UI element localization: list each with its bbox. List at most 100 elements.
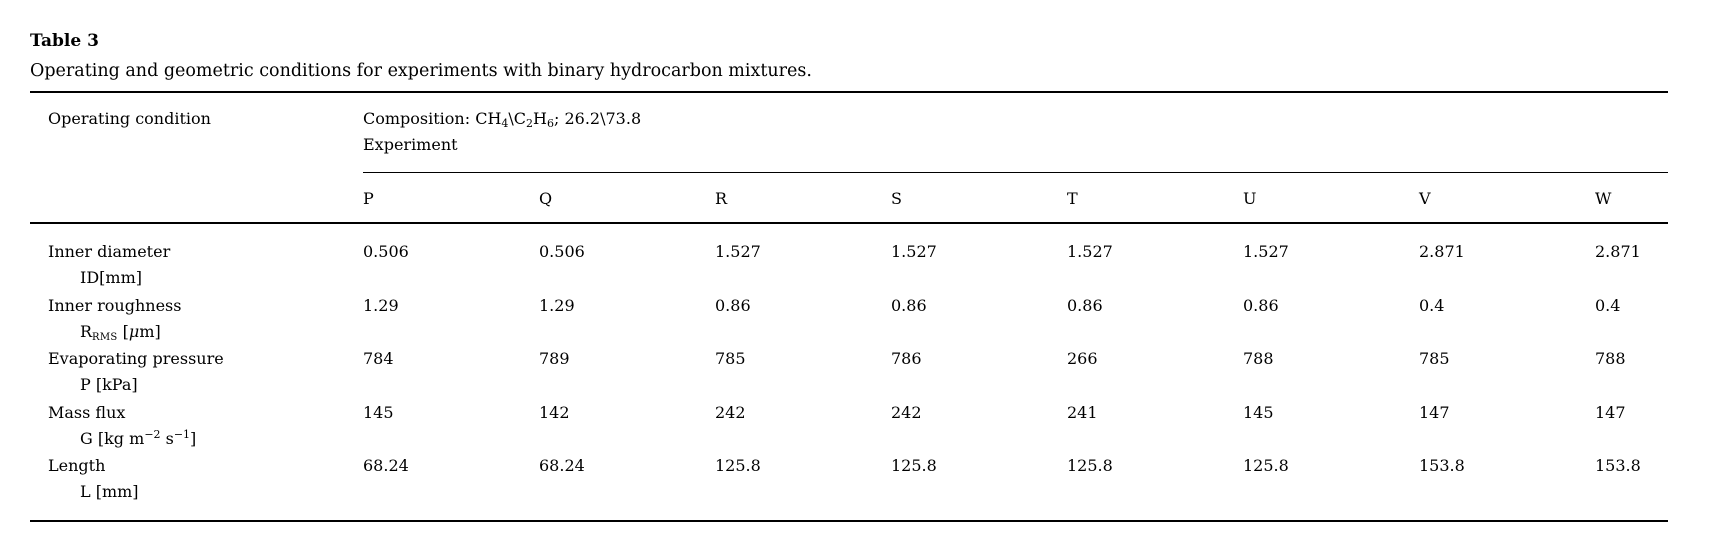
cell-value: 785 <box>1419 349 1450 368</box>
col-header-operating-condition: Operating condition <box>48 109 211 128</box>
composition-text: Composition: CH <box>363 109 502 128</box>
composition-line: Composition: CH4\C2H6; 26.2\73.8 <box>363 106 1668 132</box>
composition-subscript: 2 <box>526 117 534 130</box>
row-label: Inner diameter <box>48 242 171 261</box>
col-header-experiment-p: P <box>363 189 374 208</box>
cell-value: 1.29 <box>539 295 575 315</box>
col-header-experiment-u: U <box>1243 189 1257 208</box>
cell-value: 0.506 <box>539 242 585 261</box>
rule-experiment-span <box>363 172 1668 173</box>
rule-bottom <box>30 520 1668 522</box>
row-header: Inner roughness RRMS [μm] <box>30 293 345 345</box>
table-row-mass-flux: Mass flux G [kg m−2 s−1] 145 142 242 242… <box>30 400 1668 452</box>
cell-value: 266 <box>1067 349 1098 368</box>
unit-superscript: −2 <box>144 427 161 441</box>
table-3-container: Table 3 Operating and geometric conditio… <box>30 0 1668 522</box>
cell-value: 125.8 <box>715 456 761 475</box>
cell-value: 0.86 <box>715 295 751 315</box>
col-header-experiment-q: Q <box>539 189 553 208</box>
cell-value: 68.24 <box>363 456 409 475</box>
row-unit: G [kg m−2 s−1] <box>48 426 345 452</box>
col-header-experiment-v: V <box>1419 189 1431 208</box>
cell-value: 0.86 <box>891 295 927 315</box>
col-header-experiment-r: R <box>715 189 728 208</box>
composition-subscript: 4 <box>501 117 509 130</box>
cell-value: 153.8 <box>1419 456 1465 475</box>
col-header-composition-group: Composition: CH4\C2H6; 26.2\73.8 Experim… <box>345 106 1668 158</box>
cell-value: 68.24 <box>539 456 585 475</box>
row-header: Length L [mm] <box>30 453 345 505</box>
cell-value: 0.86 <box>1067 295 1103 315</box>
unit-text: [ <box>117 321 129 341</box>
unit-text: R <box>80 321 93 341</box>
cell-value: 147 <box>1419 402 1450 422</box>
table-caption: Operating and geometric conditions for e… <box>30 61 812 81</box>
row-header: Inner diameter ID[mm] <box>30 239 345 291</box>
row-header: Evaporating pressure P [kPa] <box>30 346 345 398</box>
row-label: Mass flux <box>48 402 126 422</box>
cell-value: 0.4 <box>1419 295 1445 315</box>
cell-value: 242 <box>715 402 746 422</box>
composition-text: H <box>533 109 547 128</box>
rule-top <box>30 91 1668 93</box>
experiment-columns-row: P Q R S T U V W <box>30 186 1668 212</box>
composition-subscript: 6 <box>547 117 554 130</box>
col-header-experiment-w: W <box>1595 189 1612 208</box>
cell-value: 1.29 <box>363 295 399 315</box>
composition-text: \C <box>508 109 527 128</box>
table-title: Table 3 <box>30 31 99 51</box>
table-row-evaporating-pressure: Evaporating pressure P [kPa] 784 789 785… <box>30 346 1668 398</box>
unit-mu-symbol: μ <box>128 321 140 341</box>
cell-value: 147 <box>1595 402 1626 422</box>
header-group-row: Operating condition Composition: CH4\C2H… <box>30 93 1668 158</box>
row-unit: L [mm] <box>80 482 139 501</box>
spacer-cell <box>30 186 345 212</box>
cell-value: 0.506 <box>363 242 409 261</box>
composition-text: ; 26.2\73.8 <box>554 109 642 128</box>
row-unit: P [kPa] <box>80 375 138 394</box>
cell-value: 241 <box>1067 402 1098 422</box>
unit-text: m] <box>139 321 161 341</box>
cell-value: 788 <box>1243 349 1274 368</box>
cell-value: 142 <box>539 402 570 422</box>
cell-value: 125.8 <box>891 456 937 475</box>
cell-value: 2.871 <box>1419 242 1465 261</box>
cell-value: 153.8 <box>1595 456 1641 475</box>
col-header-experiment-t: T <box>1067 189 1078 208</box>
cell-value: 145 <box>363 402 394 422</box>
row-unit: ID[mm] <box>80 268 142 287</box>
cell-value: 788 <box>1595 349 1626 368</box>
row-label: Evaporating pressure <box>48 349 224 368</box>
unit-superscript: −1 <box>173 427 191 441</box>
row-label: Length <box>48 456 106 475</box>
table-row-inner-diameter: Inner diameter ID[mm] 0.506 0.506 1.527 … <box>30 239 1668 291</box>
experiment-label: Experiment <box>363 135 458 154</box>
unit-text: ] <box>190 428 197 448</box>
cell-value: 1.527 <box>1243 242 1289 261</box>
cell-value: 242 <box>891 402 922 422</box>
table-row-inner-roughness: Inner roughness RRMS [μm] 1.29 1.29 0.86… <box>30 293 1668 345</box>
cell-value: 784 <box>363 349 394 368</box>
row-header: Mass flux G [kg m−2 s−1] <box>30 400 345 452</box>
cell-value: 145 <box>1243 402 1274 422</box>
cell-value: 0.4 <box>1595 295 1621 315</box>
cell-value: 1.527 <box>715 242 761 261</box>
cell-value: 2.871 <box>1595 242 1641 261</box>
unit-text: s <box>160 428 174 448</box>
cell-value: 786 <box>891 349 922 368</box>
unit-subscript: RMS <box>92 331 118 343</box>
row-label: Inner roughness <box>48 295 182 315</box>
cell-value: 789 <box>539 349 570 368</box>
cell-value: 125.8 <box>1067 456 1113 475</box>
col-header-experiment-s: S <box>891 189 902 208</box>
cell-value: 1.527 <box>1067 242 1113 261</box>
cell-value: 1.527 <box>891 242 937 261</box>
rule-header-bottom <box>30 222 1668 224</box>
table-body: Inner diameter ID[mm] 0.506 0.506 1.527 … <box>30 224 1668 505</box>
unit-text: G [kg m <box>80 428 145 448</box>
table-row-length: Length L [mm] 68.24 68.24 125.8 125.8 12… <box>30 453 1668 505</box>
row-unit: RRMS [μm] <box>48 319 345 345</box>
cell-value: 0.86 <box>1243 295 1279 315</box>
cell-value: 785 <box>715 349 746 368</box>
